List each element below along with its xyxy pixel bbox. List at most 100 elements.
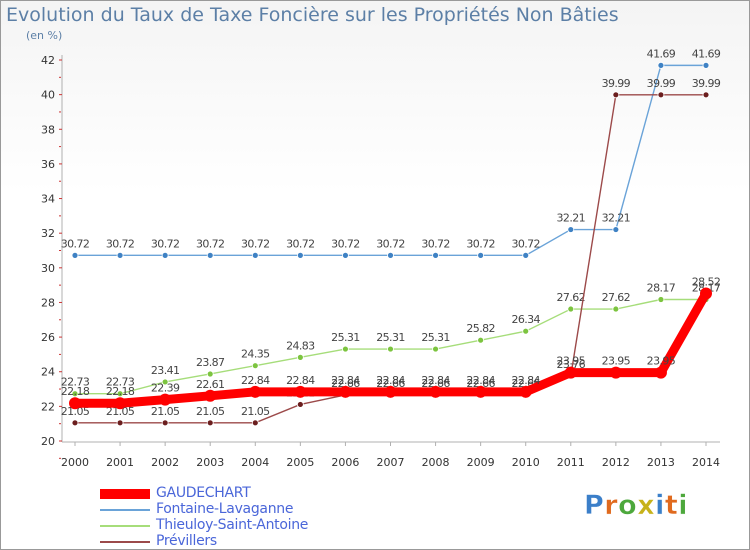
y-tick-label: 38 — [41, 123, 55, 136]
data-point — [342, 251, 349, 259]
data-point — [294, 385, 307, 398]
data-label: 22.66 — [466, 377, 495, 390]
x-tick-label: 2011 — [557, 456, 585, 469]
data-point — [612, 91, 620, 99]
x-tick-label: 2002 — [151, 456, 179, 469]
data-point — [71, 251, 79, 259]
data-point — [567, 305, 575, 313]
proxiti-logo: Proxiti — [584, 490, 689, 522]
y-tick-label: 42 — [41, 54, 55, 67]
data-point — [700, 287, 712, 300]
data-point — [387, 251, 394, 259]
data-point — [657, 61, 665, 69]
data-point — [206, 370, 214, 378]
y-tick-label: 36 — [41, 158, 55, 171]
data-label: 23.87 — [196, 356, 225, 369]
data-label: 21.05 — [241, 405, 270, 418]
legend-swatch — [100, 489, 150, 499]
data-point — [654, 366, 667, 379]
data-point — [249, 385, 262, 398]
data-point — [612, 305, 620, 313]
x-tick-label: 2005 — [286, 456, 314, 469]
data-label: 30.72 — [61, 237, 90, 250]
data-label: 22.84 — [331, 374, 360, 387]
data-point — [69, 397, 81, 410]
legend-label: GAUDECHART — [156, 485, 251, 501]
x-tick-label: 2013 — [647, 456, 675, 469]
data-label: 21.05 — [106, 405, 135, 418]
data-label: 26.34 — [511, 313, 540, 326]
data-label: 30.72 — [376, 237, 405, 250]
data-label: 25.82 — [466, 322, 495, 335]
data-point — [702, 91, 710, 99]
data-point — [477, 336, 485, 344]
data-label: 41.69 — [647, 47, 676, 60]
data-label: 30.72 — [196, 237, 225, 250]
data-label: 23.76 — [557, 358, 586, 371]
data-point — [251, 362, 259, 370]
data-point — [251, 419, 259, 427]
data-point — [296, 353, 304, 361]
data-label: 22.18 — [61, 385, 90, 398]
data-point — [612, 226, 620, 233]
data-point — [161, 251, 169, 259]
data-label: 21.05 — [61, 405, 90, 418]
y-unit-label: (en %) — [26, 29, 63, 42]
data-label: 21.05 — [196, 405, 225, 418]
data-point — [567, 226, 575, 233]
data-point — [161, 378, 169, 386]
data-point — [161, 419, 169, 427]
data-label: 27.62 — [557, 291, 586, 304]
data-label: 30.72 — [331, 237, 360, 250]
data-label: 41.69 — [692, 47, 721, 60]
data-label: 24.35 — [241, 348, 270, 361]
data-label: 30.72 — [466, 237, 495, 250]
data-label: 22.73 — [61, 376, 90, 389]
series-fontaine-lavaganne: 30.72 30.72 30.72 30.72 30.72 30.72 30.72 30.72… — [61, 47, 721, 259]
legend-item: Fontaine-Lavaganne — [100, 501, 360, 518]
y-tick-label: 26 — [41, 331, 55, 344]
data-label: 30.72 — [511, 237, 540, 250]
data-point — [251, 251, 259, 259]
data-label: 30.72 — [421, 237, 450, 250]
data-label: 21.05 — [151, 405, 180, 418]
data-point — [387, 345, 394, 353]
x-tick-label: 2003 — [196, 456, 224, 469]
data-label: 39.99 — [602, 77, 631, 90]
legend-swatch — [100, 525, 150, 527]
data-label: 22.84 — [466, 374, 495, 387]
data-label: 22.84 — [376, 374, 405, 387]
data-label: 22.84 — [511, 374, 540, 387]
data-label: 23.95 — [602, 355, 631, 368]
data-label: 22.66 — [331, 377, 360, 390]
data-point — [432, 251, 439, 259]
x-tick-label: 2012 — [602, 456, 630, 469]
data-point — [522, 327, 530, 335]
legend-item: Thieuloy-Saint-Antoine — [100, 517, 360, 534]
data-point — [519, 385, 532, 398]
data-point — [342, 345, 349, 353]
legend-swatch — [100, 541, 150, 543]
chart-title: Evolution du Taux de Taxe Foncière sur l… — [6, 4, 619, 26]
data-label: 23.95 — [557, 355, 586, 368]
x-tick-label: 2008 — [422, 456, 450, 469]
legend-item: Prévillers — [100, 533, 360, 550]
data-point — [609, 366, 622, 379]
data-point — [116, 419, 124, 427]
data-label: 22.66 — [421, 377, 450, 390]
y-tick-label: 34 — [41, 193, 55, 206]
data-label: 27.62 — [602, 291, 631, 304]
data-point — [116, 251, 124, 259]
data-point — [339, 385, 352, 398]
legend-label: Fontaine-Lavaganne — [156, 501, 294, 517]
data-point — [159, 393, 172, 406]
data-label: 25.31 — [376, 331, 405, 344]
x-tick-label: 2007 — [377, 456, 405, 469]
data-point — [384, 385, 397, 398]
data-label: 22.39 — [151, 382, 180, 395]
x-tick-label: 2010 — [512, 456, 540, 469]
x-tick-label: 2004 — [241, 456, 269, 469]
legend: GAUDECHART Fontaine-Lavaganne Thieuloy-Sai… — [100, 485, 360, 550]
data-label: 23.41 — [151, 364, 180, 377]
data-point — [522, 251, 530, 259]
